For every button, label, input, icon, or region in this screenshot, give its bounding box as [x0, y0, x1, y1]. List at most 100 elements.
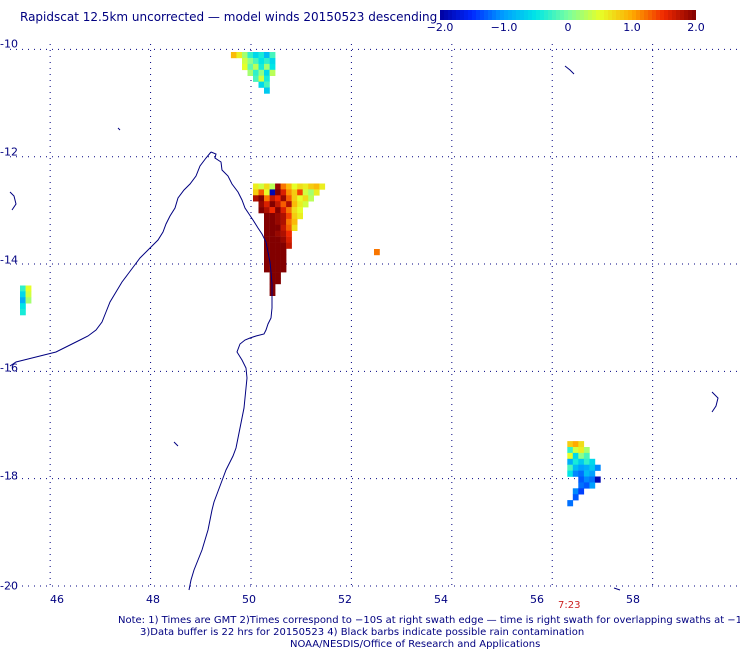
- colorbar-segment: [480, 10, 485, 20]
- wind-diff-cell: [280, 195, 287, 202]
- islet-1: [9, 191, 17, 211]
- wind-diff-cell: [286, 230, 292, 237]
- wind-diff-cell: [269, 183, 276, 190]
- colorbar-segment: [532, 10, 537, 20]
- colorbar-segment: [440, 10, 445, 20]
- wind-diff-cell: [269, 254, 276, 261]
- colorbar-segment: [608, 10, 613, 20]
- colorbar-tick-neg2: −2.0: [426, 21, 454, 34]
- wind-diff-cell: [269, 266, 276, 273]
- wind-diff-cell: [280, 248, 287, 255]
- wind-diff-cell: [20, 285, 26, 292]
- wind-diff-cell: [291, 213, 298, 220]
- colorbar-segment: [476, 10, 481, 20]
- lon-label-56e: 56: [530, 593, 544, 606]
- colorbar-segment: [508, 10, 513, 20]
- lat-label-20s: -20: [0, 579, 18, 593]
- wind-diff-cell: [583, 470, 590, 477]
- colorbar-segment: [664, 10, 669, 20]
- colorbar-segment: [656, 10, 661, 20]
- wind-diff-cell: [297, 189, 303, 196]
- wind-diff-cell: [269, 201, 276, 208]
- wind-diff-cell: [264, 260, 270, 267]
- colorbar-segment: [560, 10, 565, 20]
- wind-diff-cell: [280, 218, 287, 226]
- colorbar-segment: [556, 10, 561, 20]
- wind-diff-cell: [567, 452, 574, 460]
- wind-diff-cell: [264, 248, 270, 255]
- colorbar-segment: [496, 10, 501, 20]
- lon-label-54e: 54: [434, 593, 448, 606]
- wind-diff-cell: [583, 464, 590, 471]
- colorbar-segment: [576, 10, 581, 20]
- wind-diff-cell: [264, 207, 270, 214]
- wind-diff-cell: [291, 207, 298, 214]
- colorbar-segment: [472, 10, 477, 20]
- wind-diff-cell: [264, 254, 270, 261]
- islet-3: [711, 391, 719, 413]
- wind-diff-cell: [286, 218, 292, 226]
- wind-diff-cell: [280, 266, 287, 273]
- wind-diff-cell: [567, 470, 574, 477]
- colorbar-segment: [512, 10, 517, 20]
- wind-diff-cell: [275, 230, 281, 237]
- wind-diff-cell: [286, 236, 292, 243]
- colorbar-segment: [660, 10, 665, 20]
- colorbar-segment: [456, 10, 461, 20]
- colorbar-segment: [612, 10, 617, 20]
- wind-diff-cell: [247, 69, 254, 76]
- lat-label-14s: -14: [0, 253, 18, 267]
- wind-diff-cell: [280, 201, 287, 208]
- wind-diff-cell: [264, 189, 270, 196]
- wind-diff-cell: [583, 482, 590, 489]
- wind-diff-cell: [302, 183, 309, 190]
- wind-diff-cell: [280, 207, 287, 214]
- wind-diff-cell: [275, 254, 281, 261]
- wind-diff-cell: [280, 230, 287, 237]
- wind-diff-cell: [264, 213, 270, 220]
- lon-label-48e: 48: [146, 593, 160, 606]
- wind-diff-cell: [269, 207, 276, 214]
- colorbar-segment: [484, 10, 489, 20]
- colorbar-segment: [628, 10, 633, 20]
- colorbar-segment: [592, 10, 597, 20]
- wind-diff-cell: [269, 242, 276, 249]
- wind-diff-cell: [572, 494, 579, 501]
- wind-diff-cell: [242, 58, 248, 65]
- wind-diff-cell: [308, 183, 314, 190]
- wind-diff-cell: [280, 189, 287, 196]
- colorbar-tick-neg1: −1.0: [490, 21, 518, 34]
- wind-diff-cell: [583, 458, 590, 465]
- wind-diff-cell: [269, 189, 276, 196]
- wind-diff-cell: [258, 81, 265, 88]
- wind-diff-cell: [572, 441, 579, 448]
- wind-diff-cell: [280, 242, 287, 249]
- wind-diff-cell: [286, 189, 292, 196]
- colorbar-segment: [648, 10, 653, 20]
- wind-diff-cell: [258, 58, 265, 65]
- wind-diff-cell: [253, 63, 259, 71]
- wind-diff-cell: [247, 63, 254, 71]
- wind-diff-cell: [269, 248, 276, 255]
- colorbar-segment: [684, 10, 689, 20]
- wind-diff-cell: [269, 278, 276, 285]
- wind-diff-cell: [275, 248, 281, 255]
- colorbar-segment: [524, 10, 529, 20]
- colorbar: [440, 10, 696, 20]
- wind-diff-cell: [264, 69, 270, 76]
- wind-diff-cell: [583, 447, 590, 454]
- wind-diff-cell: [280, 224, 287, 231]
- wind-diff-cell: [258, 195, 265, 202]
- wind-diff-cell: [319, 183, 326, 190]
- wind-diff-cell: [275, 201, 281, 208]
- colorbar-segment: [652, 10, 657, 20]
- wind-diff-cell: [269, 236, 276, 243]
- wind-diff-cell: [258, 75, 265, 82]
- wind-diff-cell: [374, 249, 380, 256]
- wind-diff-cell: [25, 297, 32, 304]
- colorbar-segment: [636, 10, 641, 20]
- colorbar-segment: [540, 10, 545, 20]
- wind-diff-cell: [253, 183, 259, 190]
- wind-diff-cell: [275, 236, 281, 243]
